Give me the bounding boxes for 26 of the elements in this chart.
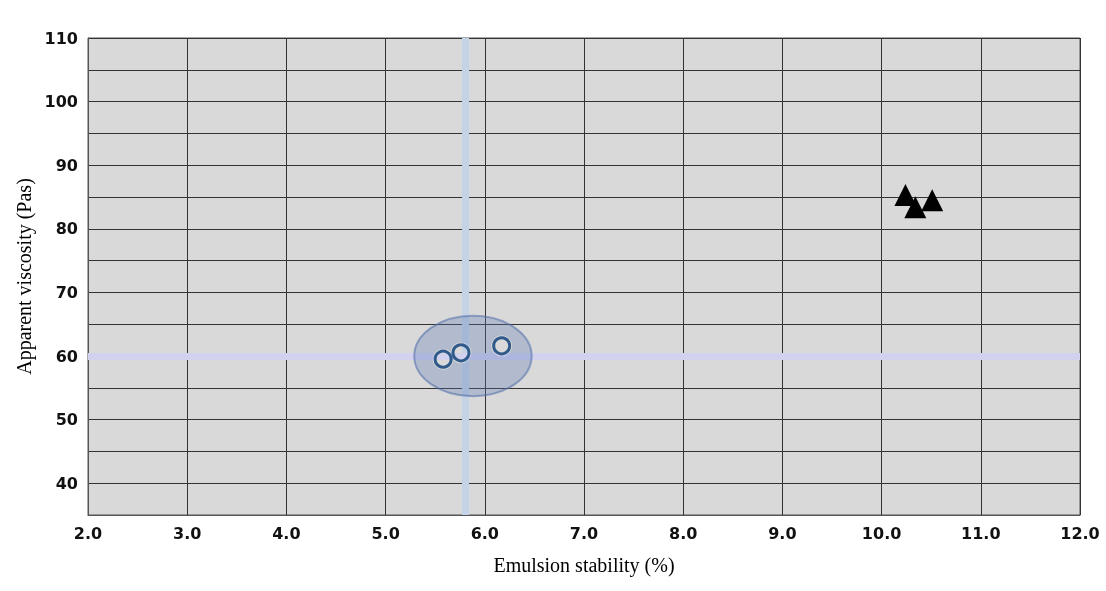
y-tick-label: 60 (55, 346, 78, 366)
y-tick-label: 50 (55, 410, 78, 430)
y-tick-label: 90 (55, 155, 78, 175)
x-tick-label: 4.0 (272, 523, 301, 543)
y-axis-title: Apparent viscosity (Pas) (12, 178, 36, 375)
x-tick-label: 2.0 (73, 523, 103, 543)
x-tick-label: 12.0 (1060, 523, 1100, 543)
y-tick-label: 70 (55, 282, 78, 302)
point (491, 335, 513, 357)
x-tick-label: 6.0 (470, 523, 499, 543)
point (904, 196, 927, 219)
x-tick-label: 7.0 (569, 523, 599, 543)
x-tick-label: 8.0 (669, 523, 698, 543)
y-tick-label: 40 (55, 473, 78, 493)
point (450, 342, 472, 364)
point (921, 189, 944, 212)
x-tick-label: 11.0 (961, 523, 1001, 543)
y-tick-label: 110 (44, 28, 78, 48)
x-tick-label: 5.0 (371, 523, 400, 543)
point (432, 348, 454, 370)
y-tick-label: 80 (55, 219, 78, 239)
x-tick-label: 9.0 (768, 523, 797, 543)
x-tick-label: 3.0 (173, 523, 202, 543)
x-axis-title: Emulsion stability (%) (493, 554, 675, 577)
x-tick-label: 10.0 (861, 523, 902, 543)
y-tick-label: 100 (44, 92, 78, 112)
